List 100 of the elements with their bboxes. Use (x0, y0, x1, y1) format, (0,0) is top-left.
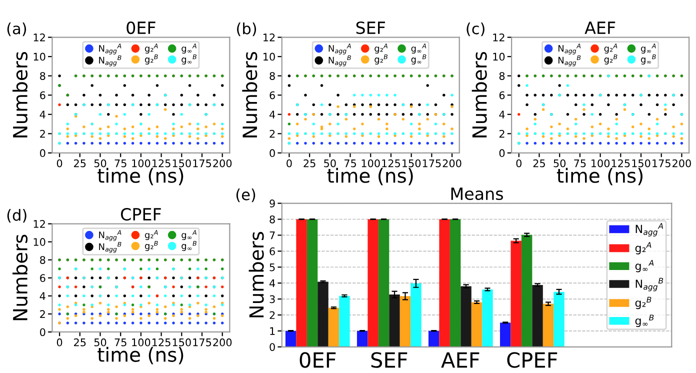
x-tick-label: 125 (152, 338, 170, 346)
x-tick-label: SEF (371, 352, 408, 368)
x-tick-label: 200 (213, 338, 232, 346)
legend-label: N$_{agg}$$^{B}$ (99, 242, 122, 253)
legend-label: g₂$^{B}$ (144, 241, 158, 251)
legend-label: g$_{∞}$$^{B}$ (635, 314, 654, 327)
x-tick-label: 200 (213, 159, 232, 168)
x-axis-title: time (ns) (98, 168, 184, 186)
y-axis-title: Numbers (242, 52, 258, 138)
y-tick-label: 2 (40, 130, 45, 138)
y-tick-label: 8 (40, 256, 46, 264)
x-tick-label: 75 (344, 160, 356, 168)
legend-label: N$_{agg}$$^{A}$ (636, 223, 664, 236)
legend-label: g$_{∞}$$^{B}$ (182, 241, 196, 251)
x-tick-label: 175 (193, 160, 212, 168)
x-tick-label: 175 (652, 160, 670, 168)
y-tick-label: 4 (499, 110, 505, 118)
legend-label: N$_{agg}$$^{A}$ (99, 44, 122, 54)
legend-label: N$_{agg}$$^{B}$ (636, 278, 664, 292)
x-tick-label: 25 (74, 338, 86, 346)
chart-title: Means (451, 188, 503, 200)
y-tick-label: 8 (270, 215, 275, 224)
legend-label: g₂$^{A}$ (374, 44, 388, 54)
y-tick-label: 2 (270, 130, 275, 138)
y-tick-label: 0 (40, 328, 46, 336)
y-tick-label: 4 (40, 292, 46, 300)
legend-label: g₂$^{A}$ (144, 230, 158, 240)
chart-title: SEF (356, 21, 385, 34)
x-tick-label: 150 (172, 338, 191, 346)
x-axis-title: time (ns) (327, 168, 413, 186)
y-tick-label: 5 (270, 263, 275, 272)
y-tick-label: 1 (270, 327, 275, 335)
x-tick-label: 150 (172, 159, 191, 168)
x-tick-label: 0 (516, 159, 522, 168)
x-tick-label: 50 (94, 159, 106, 168)
x-tick-label: 50 (94, 338, 106, 346)
x-tick-label: 175 (422, 160, 441, 168)
x-tick-label: 200 (672, 159, 691, 168)
x-tick-label: 75 (574, 160, 586, 168)
y-tick-label: 4 (40, 110, 46, 118)
x-tick-label: 25 (533, 159, 545, 168)
y-axis-title: Numbers (248, 232, 264, 318)
chart-title: CPEF (120, 208, 161, 221)
x-tick-label: 25 (74, 159, 86, 168)
legend-label: g$_{∞}$$^{A}$ (182, 230, 196, 240)
y-axis-title: Numbers (12, 52, 28, 138)
x-tick-label: 100 (132, 338, 150, 346)
y-tick-label: 4 (270, 110, 276, 118)
x-tick-label: 100 (592, 159, 610, 168)
chart-title: AEF (584, 22, 616, 34)
x-tick-label: 125 (382, 159, 400, 168)
x-tick-label: 25 (304, 159, 316, 168)
text: (a) (7, 22, 26, 36)
x-tick-label: 175 (193, 338, 212, 346)
legend-label: g$_{∞}$$^{B}$ (640, 54, 656, 64)
legend-label: g₂$^{B}$ (144, 54, 158, 64)
y-tick-label: 4 (270, 279, 276, 288)
y-tick-label: 12 (34, 220, 45, 228)
legend-label: g$_{∞}$$^{B}$ (411, 54, 426, 64)
y-tick-label: 2 (499, 130, 504, 138)
y-tick-label: 8 (40, 72, 46, 80)
y-tick-label: 8 (270, 72, 275, 80)
y-tick-label: 12 (264, 34, 275, 42)
x-tick-label: 150 (632, 159, 650, 168)
y-tick-label: 6 (270, 247, 275, 256)
x-tick-label: 125 (612, 159, 630, 168)
x-tick-label: 50 (554, 159, 566, 168)
x-tick-label: 75 (114, 160, 126, 168)
legend-label: g$_{∞}$$^{A}$ (635, 260, 654, 272)
y-tick-label: 10 (264, 52, 275, 61)
x-tick-label: 0 (56, 159, 62, 168)
y-tick-label: 10 (493, 52, 505, 61)
x-tick-label: 0 (286, 159, 292, 168)
text: (e) (236, 188, 256, 202)
y-tick-label: 6 (40, 91, 46, 100)
y-tick-label: 12 (34, 34, 45, 42)
legend-label: g₂$^{A}$ (144, 44, 158, 54)
legend-label: N$_{agg}$$^{A}$ (328, 44, 351, 54)
legend-label: g₂$^{B}$ (635, 296, 652, 310)
legend-label: g$_{∞}$$^{A}$ (640, 44, 656, 54)
x-tick-label: 50 (324, 159, 336, 168)
legend-label: g₂$^{A}$ (604, 44, 618, 54)
legend-label: g₂$^{A}$ (635, 242, 652, 254)
legend-label: g$_{∞}$$^{B}$ (182, 54, 196, 64)
x-tick-label: 75 (114, 338, 126, 346)
y-tick-label: 6 (270, 91, 275, 100)
chart-title: 0EF (126, 21, 156, 34)
legend-label: g$_{∞}$$^{A}$ (182, 44, 196, 54)
y-tick-label: 6 (40, 274, 46, 282)
legend-label: N$_{agg}$$^{B}$ (328, 55, 351, 66)
y-tick-label: 7 (270, 232, 275, 240)
x-tick-label: 0 (56, 338, 62, 346)
x-axis-title: time (ns) (98, 346, 184, 364)
y-tick-label: 2 (40, 310, 45, 318)
text: (d) (7, 209, 26, 223)
legend-label: g₂$^{B}$ (604, 54, 618, 64)
text: (b) (237, 22, 256, 36)
y-axis-title: Numbers (12, 234, 28, 320)
y-axis-title: Numbers (472, 52, 487, 138)
y-tick-label: 10 (34, 238, 46, 246)
